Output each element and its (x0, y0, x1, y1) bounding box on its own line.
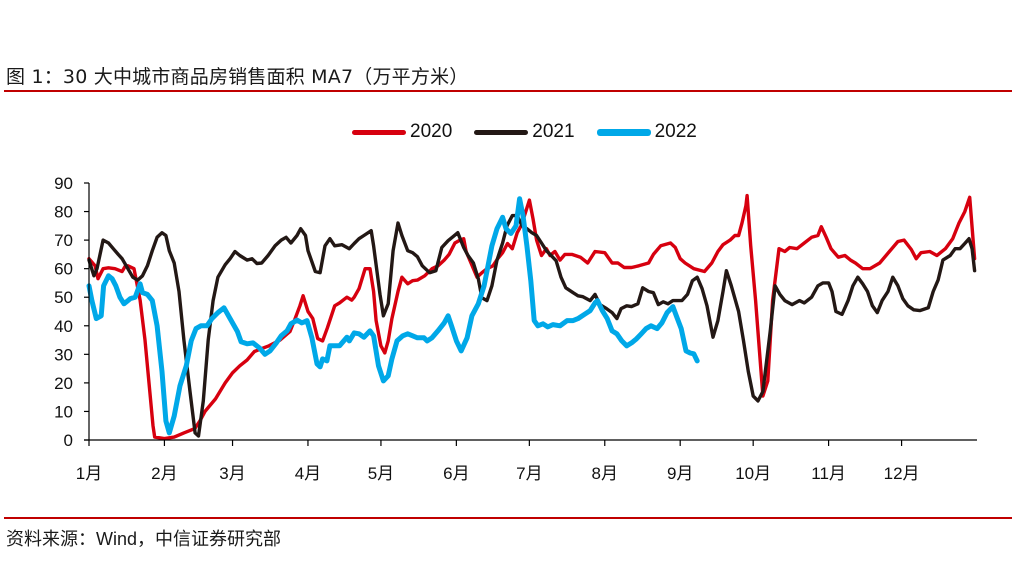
series-layer (86, 193, 977, 441)
x-tick-label: 4月 (295, 464, 321, 483)
y-tick-label: 10 (54, 402, 73, 421)
x-tick-label: 5月 (368, 464, 394, 483)
series-2020 (87, 193, 977, 441)
x-tick-label: 3月 (219, 464, 245, 483)
y-tick-label: 20 (54, 374, 73, 393)
x-tick-label: 11月 (811, 464, 846, 483)
y-tick-label: 70 (54, 231, 73, 250)
x-tick-label: 2月 (151, 464, 177, 483)
x-tick-label: 10月 (735, 464, 771, 483)
series-line-2020 (87, 193, 977, 441)
y-tick-label: 30 (54, 345, 73, 364)
legend-label-2022: 2022 (654, 121, 697, 142)
y-tick-label: 50 (54, 288, 73, 307)
legend-swatch-2020 (352, 129, 406, 135)
x-tick-label: 8月 (592, 464, 618, 483)
series-2022 (86, 196, 700, 436)
title-divider (4, 90, 1012, 92)
source-divider (4, 517, 1012, 519)
y-tick-label: 40 (54, 317, 73, 336)
series-2021 (87, 213, 977, 438)
legend-swatch-2021 (474, 129, 529, 135)
y-tick-label: 60 (54, 260, 73, 279)
x-tick-label: 1月 (76, 464, 102, 483)
series-line-2022 (86, 196, 700, 436)
y-tick-label: 90 (54, 174, 73, 193)
series-line-2021 (87, 213, 977, 438)
legend-item-2021: 2021 (474, 121, 575, 143)
legend-item-2020: 2020 (352, 121, 452, 143)
axes-layer: 0 10 20 30 40 50 60 70 80 90 1月 2月 3月 4月 5月 6月 7月 8月 9月 10月… (54, 174, 977, 483)
y-tick-label: 0 (64, 431, 73, 450)
source-note: 资料来源：Wind，中信证券研究部 (6, 529, 282, 549)
x-tick-label: 7月 (516, 464, 542, 483)
x-tick-label: 9月 (667, 464, 693, 483)
legend-label-2020: 2020 (410, 121, 453, 142)
x-tick-label: 12月 (884, 464, 920, 483)
legend-label-2021: 2021 (532, 121, 575, 142)
chart-title: 图 1：30 大中城市商品房销售面积 MA7（万平方米） (6, 66, 469, 88)
x-tick-label: 6月 (443, 464, 469, 483)
y-tick-label: 80 (54, 203, 73, 222)
chart-legend: 2020 2021 2022 (352, 121, 719, 143)
legend-swatch-2022 (596, 128, 651, 136)
legend-item-2022: 2022 (596, 121, 697, 143)
